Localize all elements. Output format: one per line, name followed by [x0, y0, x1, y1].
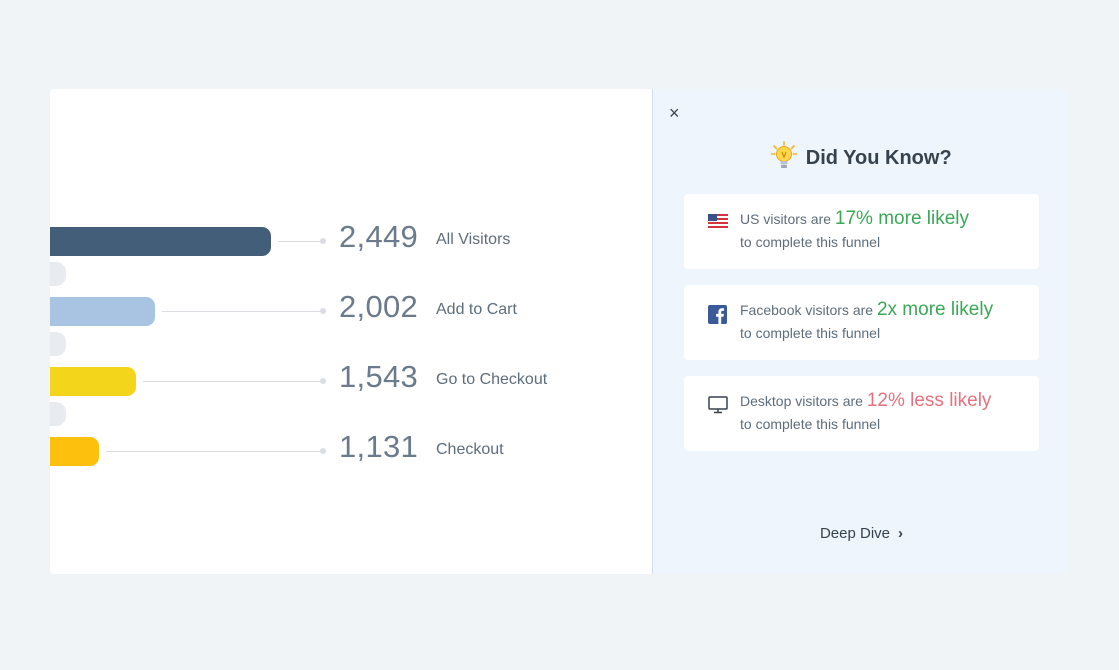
insight-suffix: to complete this funnel [740, 325, 881, 341]
dropoff-badge[interactable] [50, 262, 66, 286]
funnel-card: 2,449 All Visitors 2,002 Add to Cart % 1… [50, 89, 1069, 574]
connector-dot [320, 378, 326, 384]
insight-highlight: 12% less likely [866, 390, 992, 411]
step-label: Add to Cart [436, 301, 517, 318]
chevron-right-icon: › [898, 525, 904, 542]
insight-card: US visitors are 17% more likely to compl… [684, 194, 1039, 269]
funnel-bar[interactable] [50, 437, 99, 466]
funnel-step[interactable]: 1,543 Go to Checkout [50, 359, 652, 397]
insight-prefix: Facebook visitors are [740, 302, 877, 318]
funnel-bar[interactable] [50, 227, 271, 256]
dropoff-badge[interactable]: % [50, 402, 66, 426]
connector-line [143, 381, 322, 382]
us-flag-icon [708, 214, 728, 233]
panel-header: Did You Know? [653, 141, 1069, 176]
insight-highlight: 17% more likely [834, 208, 970, 229]
lightbulb-icon [771, 141, 798, 176]
step-label: Go to Checkout [436, 371, 548, 388]
insight-highlight: 2x more likely [876, 299, 994, 320]
connector-line [162, 311, 322, 312]
funnel-step[interactable]: 1,131 Checkout [50, 429, 652, 467]
funnel-bar[interactable] [50, 367, 136, 396]
insight-prefix: Desktop visitors are [740, 393, 867, 409]
step-value: 2,002 [339, 289, 419, 324]
connector-line [106, 451, 322, 452]
insight-suffix: to complete this funnel [740, 234, 881, 250]
connector-dot [320, 448, 326, 454]
deep-dive-label: Deep Dive [819, 525, 891, 542]
connector-line [278, 241, 322, 242]
step-value: 2,449 [339, 219, 419, 254]
close-icon[interactable]: × [669, 103, 680, 123]
panel-title: Did You Know? [805, 147, 952, 169]
desktop-icon [708, 396, 728, 419]
funnel-step[interactable]: 2,449 All Visitors [50, 219, 652, 257]
step-label: Checkout [436, 441, 504, 458]
connector-dot [320, 308, 326, 314]
facebook-icon [708, 305, 727, 329]
funnel-bar[interactable] [50, 297, 155, 326]
funnel-step[interactable]: 2,002 Add to Cart [50, 289, 652, 327]
dropoff-badge[interactable]: % [50, 332, 66, 356]
step-value: 1,131 [339, 429, 419, 464]
insights-panel: × Did You Know? [652, 89, 1069, 574]
step-value: 1,543 [339, 359, 419, 394]
insight-card: Desktop visitors are 12% less likely to … [684, 376, 1039, 451]
funnel-chart: 2,449 All Visitors 2,002 Add to Cart % 1… [50, 89, 652, 574]
connector-dot [320, 238, 326, 244]
step-label: All Visitors [436, 231, 511, 248]
deep-dive-link[interactable]: Deep Dive › [653, 525, 1069, 542]
insight-suffix: to complete this funnel [740, 416, 881, 432]
insight-card: Facebook visitors are 2x more likely to … [684, 285, 1039, 360]
insight-prefix: US visitors are [740, 211, 835, 227]
